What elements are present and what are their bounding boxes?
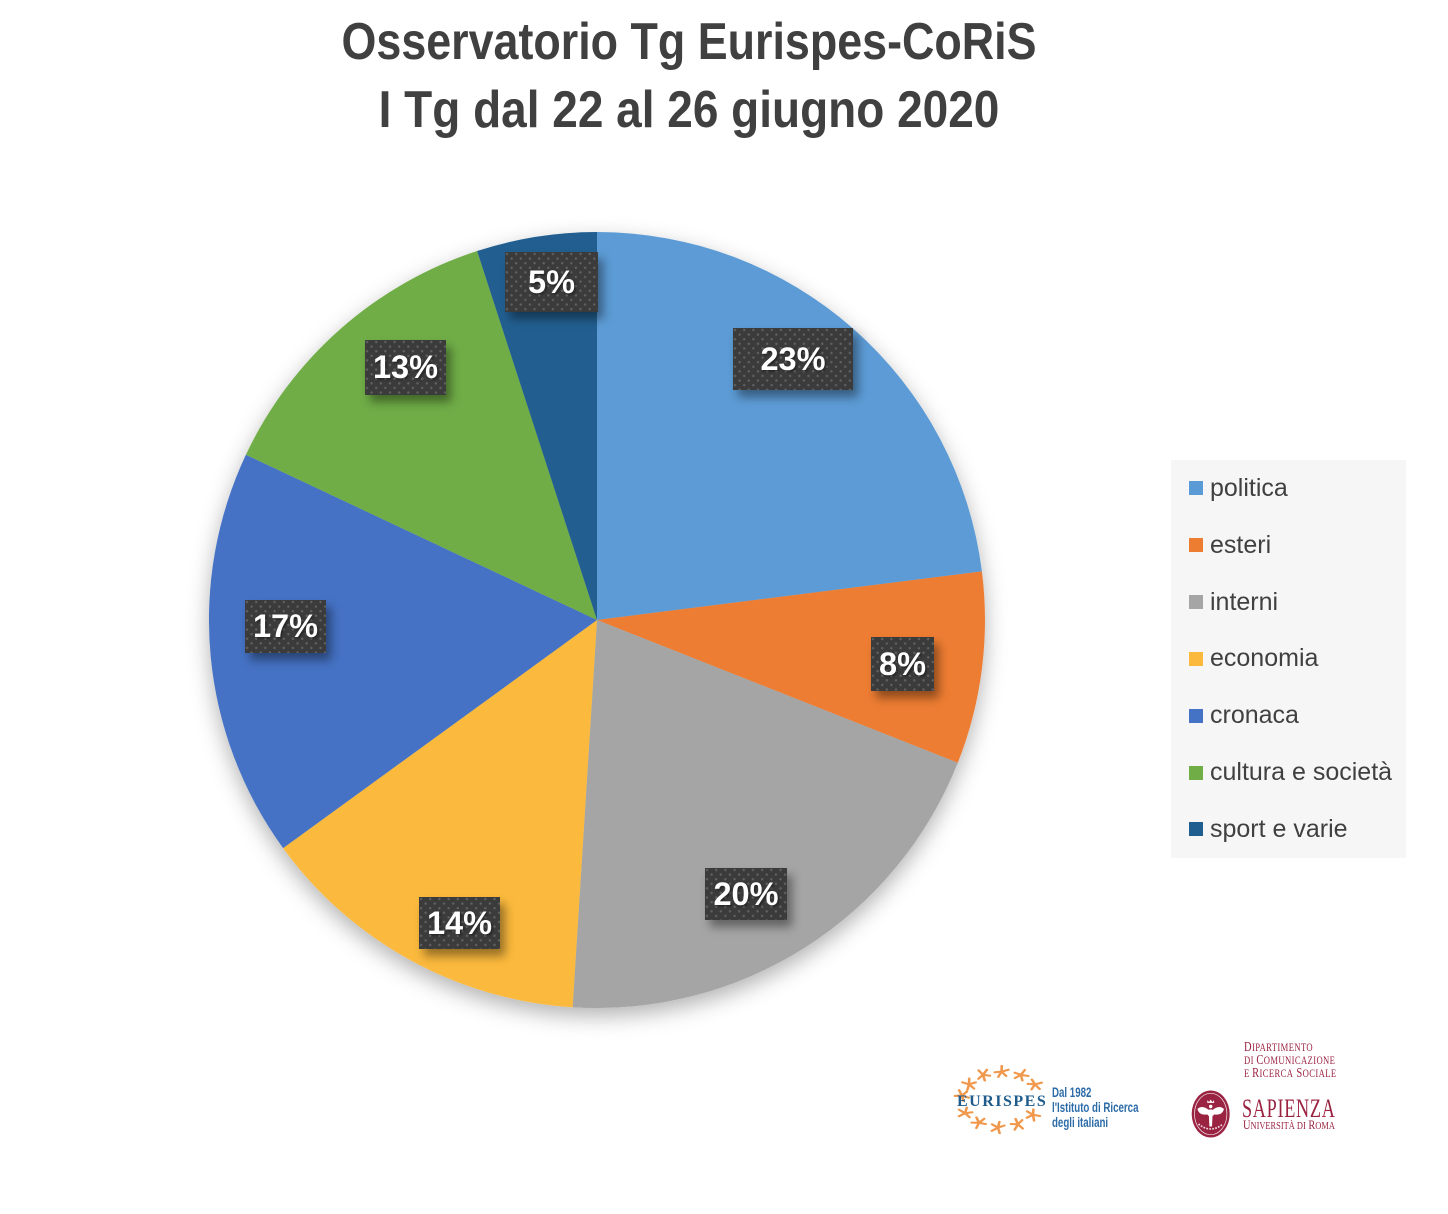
- svg-text:E RICERCA SOCIALE: E RICERCA SOCIALE: [1244, 1065, 1336, 1081]
- svg-text:DI COMUNICAZIONE: DI COMUNICAZIONE: [1244, 1052, 1335, 1068]
- svg-text:degli italiani: degli italiani: [1052, 1116, 1108, 1131]
- svg-text:EURISPES: EURISPES: [957, 1093, 1047, 1110]
- svg-text:Dal 1982: Dal 1982: [1052, 1086, 1092, 1101]
- svg-text:DIPARTIMENTO: DIPARTIMENTO: [1244, 1039, 1313, 1055]
- svg-text:UNIVERSITÀ DI ROMA: UNIVERSITÀ DI ROMA: [1243, 1118, 1335, 1132]
- svg-text:SAPIENZA: SAPIENZA: [1242, 1094, 1336, 1123]
- svg-text:l'Istituto di Ricerca: l'Istituto di Ricerca: [1052, 1101, 1139, 1116]
